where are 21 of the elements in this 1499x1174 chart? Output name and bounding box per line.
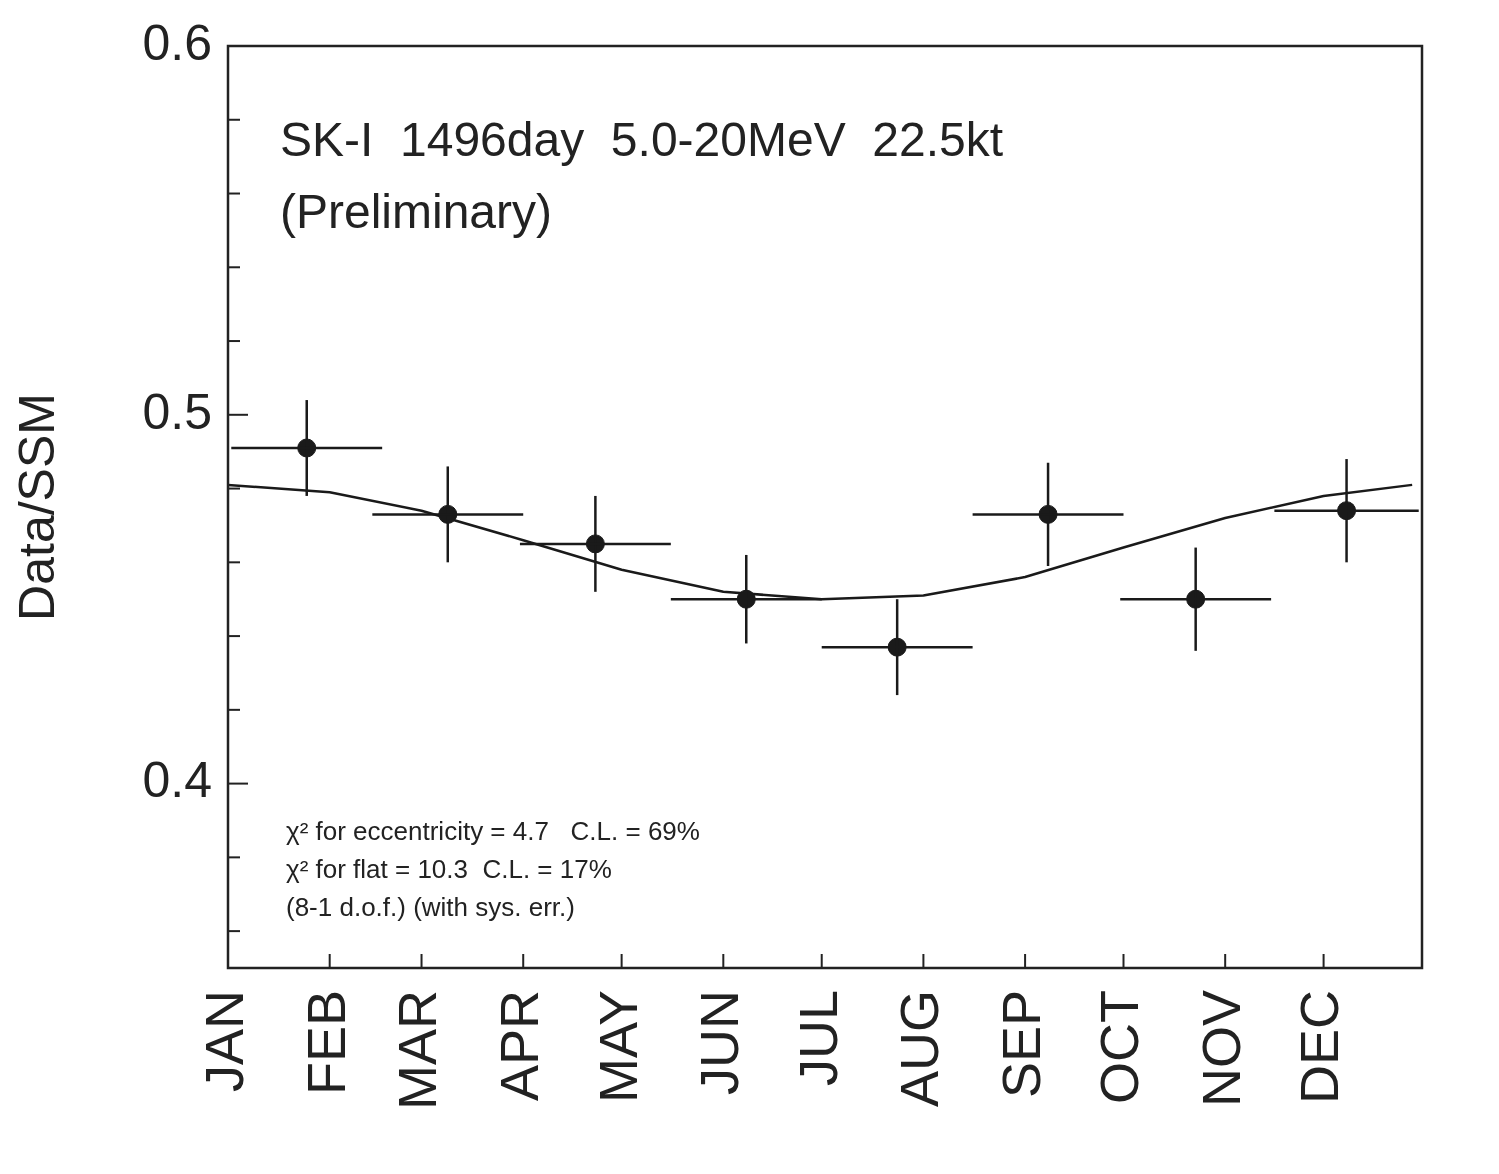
x-tick-label: DEC — [1289, 990, 1350, 1105]
x-tick-label: JUN — [689, 990, 750, 1095]
x-tick-label: NOV — [1191, 990, 1252, 1108]
annotation: χ² for flat = 10.3 C.L. = 17% — [286, 854, 612, 884]
annotation: SK-I 1496day 5.0-20MeV 22.5kt — [280, 113, 1004, 166]
annotation: (Preliminary) — [280, 185, 553, 238]
x-tick-label: MAY — [587, 990, 648, 1104]
x-tick-label: JUL — [787, 990, 848, 1087]
x-tick-label: AUG — [889, 990, 950, 1108]
x-tick-label: OCT — [1089, 990, 1150, 1104]
x-tick-label: SEP — [990, 990, 1051, 1099]
x-tick-label: JAN — [193, 990, 254, 1093]
x-tick-label: MAR — [387, 990, 448, 1110]
x-tick-label: APR — [489, 990, 550, 1102]
annotation: χ² for eccentricity = 4.7 C.L. = 69% — [286, 816, 700, 846]
y-tick-label: 0.5 — [142, 383, 212, 440]
y-tick-label: 0.6 — [142, 14, 212, 71]
x-tick-label: FEB — [295, 990, 356, 1096]
y-tick-label: 0.4 — [142, 752, 212, 809]
annotation: (8-1 d.o.f.) (with sys. err.) — [286, 892, 575, 922]
y-axis-title: Data/SSM — [8, 393, 65, 621]
